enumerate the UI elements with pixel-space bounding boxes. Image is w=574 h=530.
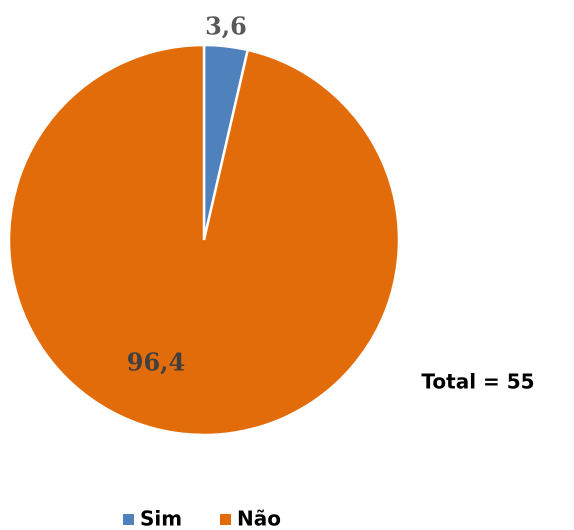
annotation: Total = 55 (421, 370, 534, 394)
data-label: 96,4 (127, 348, 185, 377)
pie-slice (7, 43, 401, 437)
legend-swatch (220, 514, 231, 525)
legend-label: Sim (140, 507, 182, 530)
legend-label: Não (237, 507, 281, 530)
legend-swatch (123, 514, 134, 525)
data-label: 3,6 (205, 12, 247, 41)
